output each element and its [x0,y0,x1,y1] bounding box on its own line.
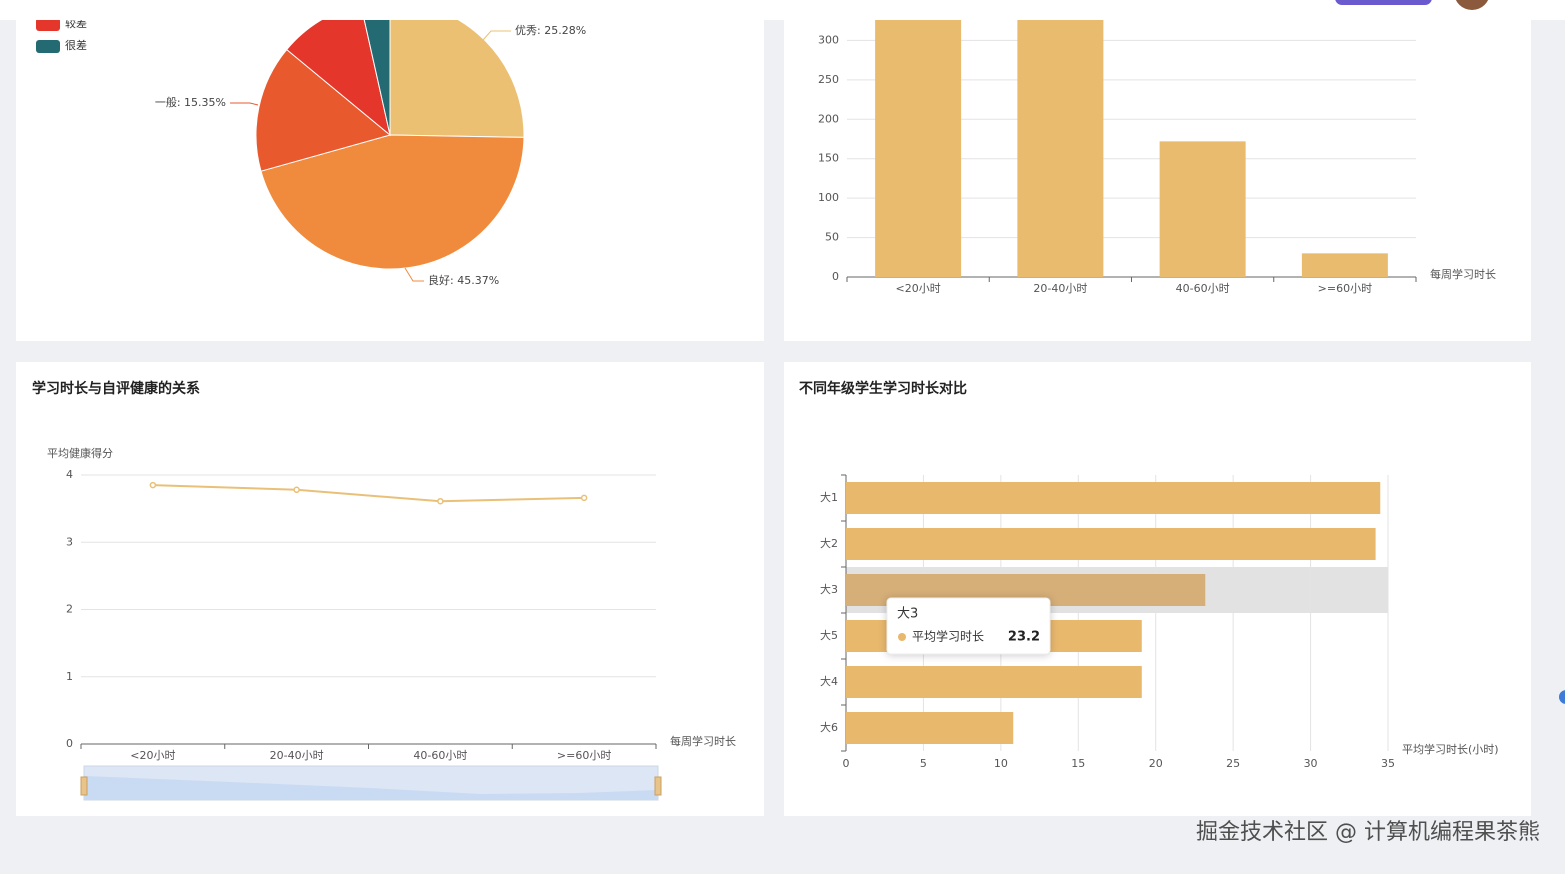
y-tick-label: 200 [818,112,839,125]
chart-title: 学习时长与自评健康的关系 [32,380,200,397]
x-tick-label: 40-60小时 [1176,282,1230,295]
legend-label: 很差 [65,38,87,52]
line [152,484,585,503]
bar [846,666,1142,698]
y-tick-label: 大4 [820,674,838,688]
y-tick-label: 2 [66,603,73,616]
y-axis-label: 平均健康得分 [47,446,113,460]
bar [1159,141,1246,277]
header-bar [0,0,1565,20]
bar [1301,253,1388,277]
point [437,497,444,505]
x-axis-label: 每周学习时长 [670,734,736,748]
x-tick-label: 5 [920,757,927,770]
tooltip-value: 23.2 [1008,630,1040,645]
x-tick-label: 10 [994,757,1008,770]
label-line [404,267,424,282]
bar [846,528,1376,560]
pie-label: 优秀: 25.28% [515,24,586,37]
header-button[interactable] [1335,0,1432,5]
pie-slice [260,134,525,270]
point [149,481,157,489]
card [16,362,764,816]
y-tick-label: 250 [818,73,839,86]
y-tick-label: 大2 [820,536,838,550]
pie-label: 一般: 15.35% [155,96,226,109]
pie-label: 良好: 45.37% [428,273,499,287]
legend-swatch [36,40,60,53]
y-tick-label: 0 [66,737,73,750]
tooltip: 大3 平均学习时长 23.2 [886,597,1051,655]
x-tick-label: <20小时 [896,282,941,295]
tooltip-series: 平均学习时长 [912,629,984,644]
tooltip-box [886,597,1051,655]
float-button[interactable] [1559,690,1565,704]
x-tick-label: 20-40小时 [270,749,324,762]
pie-slice [255,48,392,172]
y-tick-label: 300 [818,33,839,46]
x-axis-label: 每周学习时长 [1430,267,1496,281]
x-tick-label: 0 [843,757,850,770]
y-tick-label: 1 [66,670,73,683]
bar [875,10,962,277]
y-tick-label: 100 [818,191,839,204]
label-line [482,30,511,41]
tooltip-dot [898,633,906,641]
point [580,494,588,502]
charts: 优秀: 25.28%良好: 45.37%一般: 15.35%优秀良好一般较差很差… [36,0,1499,770]
y-tick-label: 4 [66,468,73,481]
y-tick-label: 大5 [820,628,838,642]
bar [846,712,1014,744]
x-axis-label: 平均学习时长(小时) [1402,742,1499,756]
avatar[interactable] [1454,0,1490,10]
y-tick-label: 150 [818,152,839,165]
x-tick-label: 20 [1149,757,1163,770]
chart-title: 不同年级学生学习时长对比 [799,380,967,397]
x-tick-label: 15 [1071,757,1085,770]
x-tick-label: 35 [1381,757,1395,770]
watermark: 掘金技术社区 @ 计算机编程果茶熊 [1196,820,1540,845]
label-line [230,102,259,106]
bar [846,482,1381,514]
y-tick-label: 大6 [820,720,838,734]
x-tick-label: 30 [1304,757,1318,770]
data-zoom[interactable] [80,765,662,801]
bar [1017,12,1104,277]
x-tick-label: 25 [1226,757,1240,770]
y-tick-label: 大3 [820,582,838,596]
y-tick-label: 3 [66,535,73,548]
y-tick-label: 0 [832,270,839,283]
y-tick-label: 50 [825,231,839,244]
x-tick-label: 20-40小时 [1033,282,1087,295]
x-tick-label: 40-60小时 [413,749,467,762]
tooltip-title: 大3 [897,607,918,622]
point [293,486,300,494]
y-tick-label: 大1 [820,490,838,504]
x-tick-label: <20小时 [130,749,175,762]
x-tick-label: >=60小时 [557,749,611,762]
x-tick-label: >=60小时 [1318,282,1372,295]
legend-swatch [36,18,60,31]
